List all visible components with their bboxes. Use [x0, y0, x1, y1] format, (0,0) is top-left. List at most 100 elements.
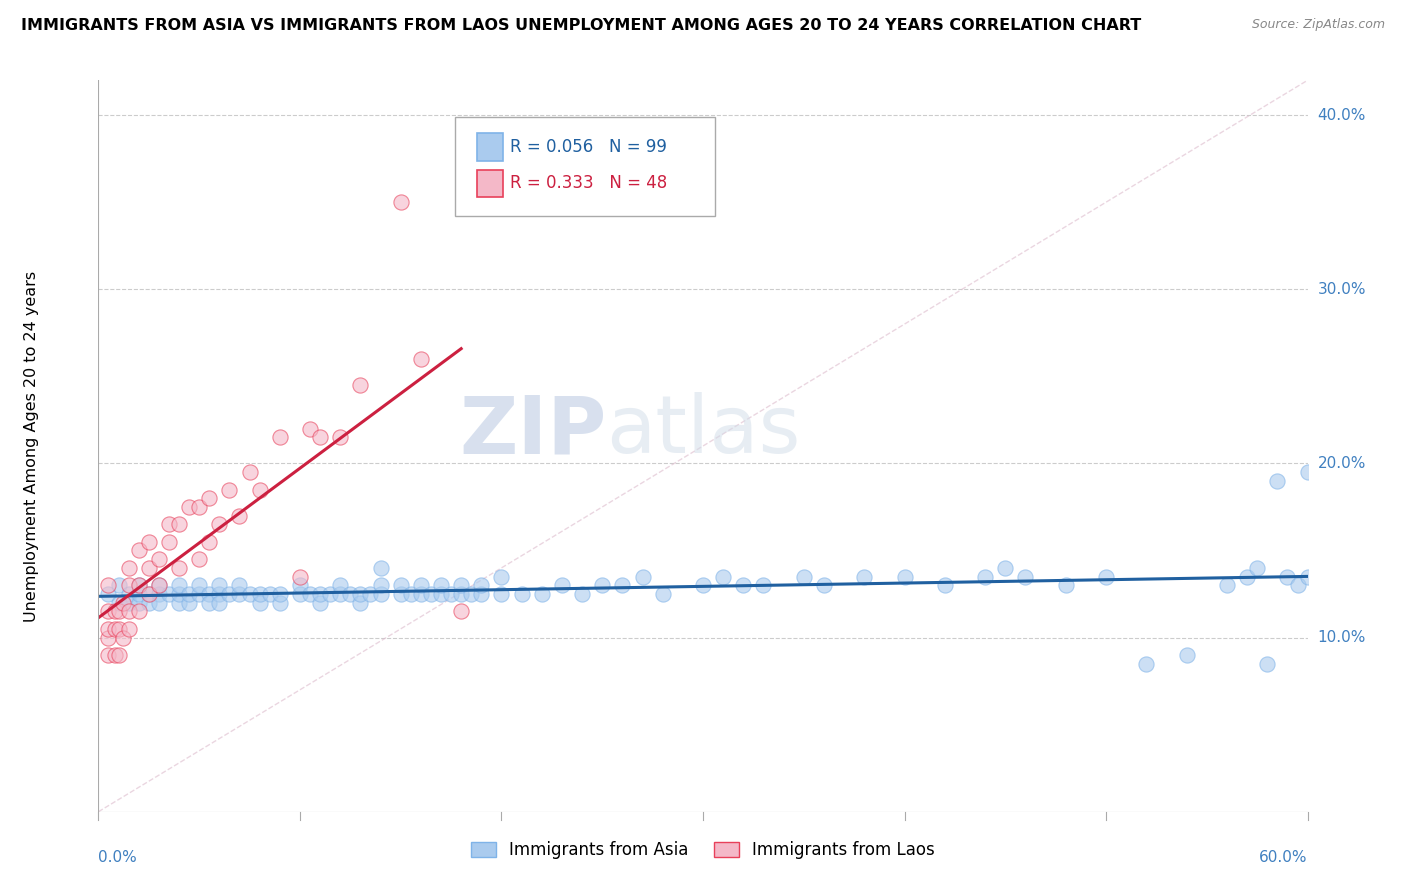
Point: [128, 587, 150, 601]
Point: [188, 500, 211, 514]
Point: [409, 578, 432, 592]
Point: [1175, 648, 1198, 662]
Text: 0.0%: 0.0%: [98, 850, 138, 865]
Point: [491, 569, 513, 583]
Point: [167, 561, 190, 575]
Text: 30.0%: 30.0%: [1317, 282, 1367, 297]
Point: [239, 465, 262, 479]
Point: [370, 578, 392, 592]
Text: 60.0%: 60.0%: [1260, 850, 1308, 865]
Text: Source: ZipAtlas.com: Source: ZipAtlas.com: [1251, 18, 1385, 31]
Point: [329, 578, 352, 592]
Point: [128, 578, 150, 592]
Point: [218, 587, 240, 601]
Point: [853, 569, 876, 583]
Point: [97, 587, 120, 601]
Point: [1236, 569, 1258, 583]
Point: [218, 483, 240, 497]
Point: [389, 587, 412, 601]
Point: [107, 622, 129, 636]
Point: [409, 351, 432, 366]
Point: [118, 578, 141, 592]
Point: [349, 378, 371, 392]
Point: [349, 587, 371, 601]
Point: [111, 631, 134, 645]
Point: [389, 578, 412, 592]
Point: [1216, 578, 1239, 592]
Point: [208, 578, 231, 592]
Point: [370, 587, 392, 601]
Point: [893, 569, 915, 583]
Point: [319, 587, 342, 601]
Point: [409, 587, 432, 601]
Point: [148, 587, 170, 601]
Point: [1296, 465, 1319, 479]
Point: [103, 604, 125, 618]
Point: [118, 561, 141, 575]
Point: [269, 430, 291, 444]
Point: [249, 587, 271, 601]
Point: [470, 578, 492, 592]
Point: [138, 561, 160, 575]
Point: [198, 596, 221, 610]
Point: [974, 569, 997, 583]
Point: [148, 596, 170, 610]
Point: [329, 430, 352, 444]
FancyBboxPatch shape: [456, 117, 716, 216]
Point: [107, 604, 129, 618]
Point: [179, 587, 201, 601]
Point: [430, 587, 453, 601]
Point: [571, 587, 593, 601]
Point: [1095, 569, 1118, 583]
Point: [249, 483, 271, 497]
Text: IMMIGRANTS FROM ASIA VS IMMIGRANTS FROM LAOS UNEMPLOYMENT AMONG AGES 20 TO 24 YE: IMMIGRANTS FROM ASIA VS IMMIGRANTS FROM …: [21, 18, 1142, 33]
Point: [259, 587, 281, 601]
Point: [167, 596, 190, 610]
Point: [349, 596, 371, 610]
Point: [118, 596, 141, 610]
Point: [138, 596, 160, 610]
Point: [711, 569, 734, 583]
Point: [299, 587, 322, 601]
Point: [1296, 569, 1319, 583]
Point: [103, 648, 125, 662]
Point: [157, 517, 180, 532]
Point: [107, 596, 129, 610]
Point: [97, 648, 120, 662]
Point: [198, 534, 221, 549]
Point: [288, 587, 311, 601]
Point: [692, 578, 714, 592]
Text: ZIP: ZIP: [458, 392, 606, 470]
Point: [440, 587, 463, 601]
Point: [167, 578, 190, 592]
Point: [167, 517, 190, 532]
Point: [1014, 569, 1036, 583]
Point: [188, 552, 211, 566]
Point: [651, 587, 673, 601]
Point: [118, 622, 141, 636]
Point: [450, 587, 472, 601]
Point: [1054, 578, 1077, 592]
Point: [208, 596, 231, 610]
Point: [299, 421, 322, 435]
Point: [179, 596, 201, 610]
Point: [208, 587, 231, 601]
Point: [1135, 657, 1157, 671]
Point: [430, 578, 453, 592]
Point: [239, 587, 262, 601]
Point: [309, 596, 332, 610]
Point: [97, 622, 120, 636]
Point: [752, 578, 775, 592]
Point: [188, 578, 211, 592]
Point: [450, 578, 472, 592]
Point: [1267, 474, 1289, 488]
Point: [128, 543, 150, 558]
Point: [138, 587, 160, 601]
Point: [198, 491, 221, 506]
Point: [370, 561, 392, 575]
Point: [389, 195, 412, 210]
Point: [420, 587, 443, 601]
Text: 10.0%: 10.0%: [1317, 630, 1367, 645]
Point: [339, 587, 361, 601]
Point: [1246, 561, 1268, 575]
